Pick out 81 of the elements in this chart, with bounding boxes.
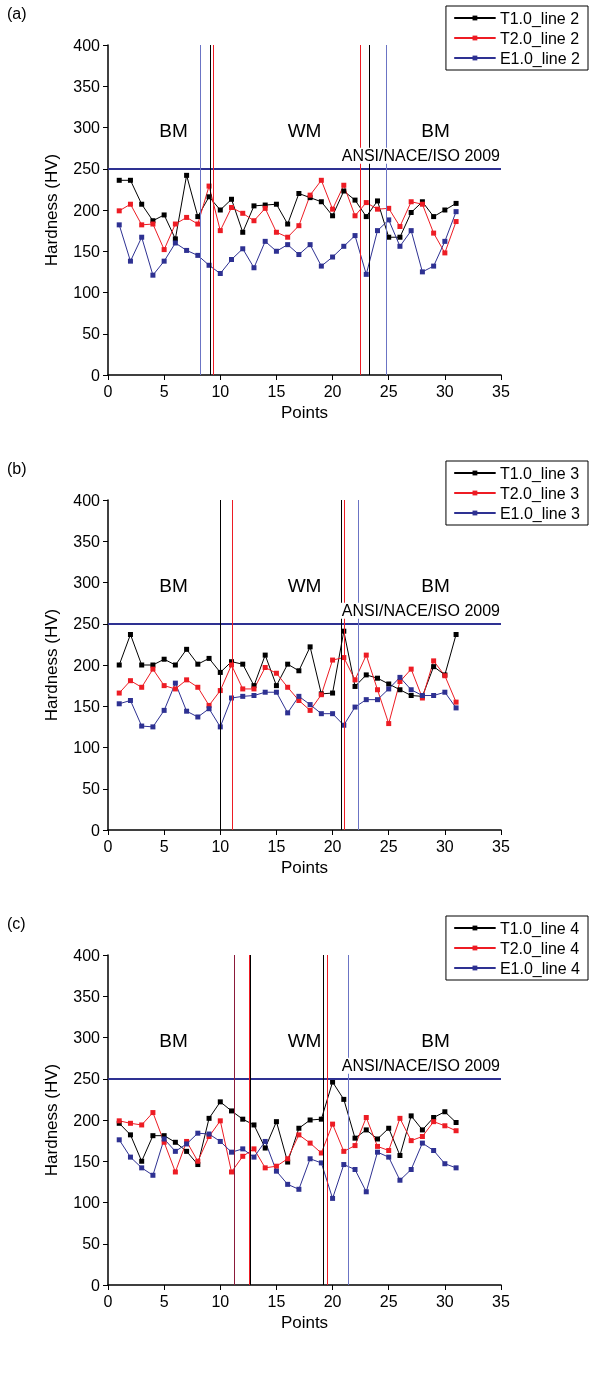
x-tick-label: 15 — [267, 1292, 286, 1310]
legend-label: E1.0_line 2 — [499, 49, 581, 68]
y-tick-label: 150 — [73, 242, 101, 260]
y-tick-label: 50 — [82, 780, 101, 798]
legend-label: T1.0_line 4 — [499, 919, 580, 938]
annotation: WM — [287, 1030, 322, 1052]
y-tick-label: 100 — [73, 284, 101, 301]
x-tick-label: 35 — [492, 1292, 510, 1310]
y-tick-label: 150 — [73, 697, 101, 715]
x-axis-title: Points — [280, 857, 329, 877]
y-tick-label: 200 — [73, 201, 101, 219]
legend-label: E1.0_line 4 — [499, 959, 581, 978]
chart-title: (a) — [7, 4, 27, 22]
annotation: BM — [421, 1030, 450, 1052]
y-axis-title: Hardness (HV) — [42, 153, 61, 267]
annotation: BM — [159, 575, 188, 597]
legend-label: E1.0_line 3 — [499, 504, 581, 523]
x-tick-label: 10 — [211, 382, 230, 400]
annotation: BM — [421, 120, 450, 142]
y-tick-label: 250 — [73, 615, 101, 633]
x-tick-label: 15 — [267, 382, 286, 400]
y-tick-label: 200 — [73, 656, 101, 674]
y-tick-label: 100 — [73, 739, 101, 756]
annotation: WM — [287, 575, 322, 597]
x-tick-label: 25 — [379, 1292, 398, 1310]
x-tick-label: 10 — [211, 1292, 230, 1310]
chart-title: (c) — [7, 914, 26, 932]
annotation: BM — [159, 1030, 188, 1052]
y-axis-title: Hardness (HV) — [42, 1063, 61, 1177]
y-tick-label: 200 — [73, 1111, 101, 1129]
x-tick-label: 35 — [492, 837, 510, 855]
x-axis-title: Points — [280, 402, 329, 422]
chart-title: (b) — [7, 459, 27, 477]
y-tick-label: 400 — [73, 946, 101, 964]
annotation: BM — [159, 120, 188, 142]
y-axis-title: Hardness (HV) — [42, 608, 61, 722]
x-tick-label: 5 — [159, 382, 169, 400]
y-tick-label: 400 — [73, 491, 101, 509]
y-tick-label: 0 — [91, 821, 101, 839]
x-tick-label: 5 — [159, 1292, 169, 1310]
y-tick-label: 250 — [73, 160, 101, 178]
ref-line-label: ANSI/NACE/ISO 2009 — [341, 1057, 501, 1075]
x-tick-label: 0 — [103, 382, 113, 400]
x-tick-label: 15 — [267, 837, 286, 855]
x-axis-title: Points — [280, 1312, 329, 1332]
x-tick-label: 10 — [211, 837, 230, 855]
x-tick-label: 25 — [379, 837, 398, 855]
legend-label: T1.0_line 3 — [499, 464, 580, 483]
x-tick-label: 25 — [379, 382, 398, 400]
y-tick-label: 300 — [73, 574, 101, 591]
x-tick-label: 0 — [103, 837, 113, 855]
y-tick-label: 150 — [73, 1152, 101, 1170]
x-tick-label: 20 — [323, 382, 342, 400]
ref-line-label: ANSI/NACE/ISO 2009 — [341, 602, 501, 620]
x-tick-label: 0 — [103, 1292, 113, 1310]
ref-line-label: ANSI/NACE/ISO 2009 — [341, 147, 501, 165]
x-tick-label: 30 — [435, 1292, 454, 1310]
y-tick-label: 250 — [73, 1070, 101, 1088]
legend-label: T2.0_line 2 — [499, 29, 580, 48]
y-tick-label: 50 — [82, 325, 101, 343]
y-tick-label: 0 — [91, 1276, 101, 1294]
y-tick-label: 300 — [73, 1029, 101, 1046]
x-tick-label: 5 — [159, 837, 169, 855]
x-tick-label: 30 — [435, 837, 454, 855]
x-tick-label: 20 — [323, 837, 342, 855]
y-tick-label: 50 — [82, 1235, 101, 1253]
legend-label: T2.0_line 3 — [499, 484, 580, 503]
x-tick-label: 20 — [323, 1292, 342, 1310]
y-tick-label: 400 — [73, 36, 101, 54]
y-tick-label: 350 — [73, 77, 101, 95]
x-tick-label: 35 — [492, 382, 510, 400]
annotation: BM — [421, 575, 450, 597]
y-tick-label: 0 — [91, 366, 101, 384]
y-tick-label: 350 — [73, 532, 101, 550]
x-tick-label: 30 — [435, 382, 454, 400]
legend-label: T2.0_line 4 — [499, 939, 580, 958]
y-tick-label: 300 — [73, 119, 101, 136]
y-tick-label: 350 — [73, 987, 101, 1005]
legend-label: T1.0_line 2 — [499, 9, 580, 28]
annotation: WM — [287, 120, 322, 142]
y-tick-label: 100 — [73, 1194, 101, 1211]
